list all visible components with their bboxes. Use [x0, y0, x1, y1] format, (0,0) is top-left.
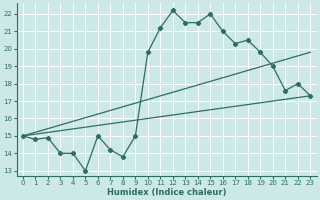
X-axis label: Humidex (Indice chaleur): Humidex (Indice chaleur)	[107, 188, 226, 197]
